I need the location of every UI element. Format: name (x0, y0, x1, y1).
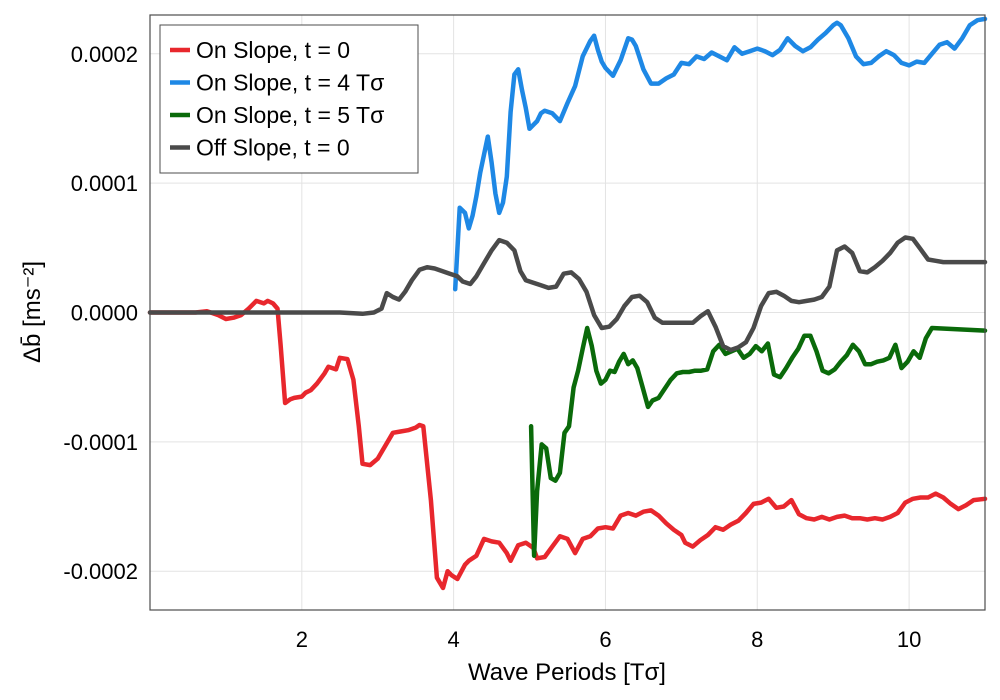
series-line-0 (147, 298, 988, 591)
series-line-1 (452, 16, 988, 292)
x-tick-label: 2 (296, 627, 308, 652)
y-tick-label: -0.0001 (63, 430, 138, 455)
x-axis-tick-labels: 2 4 6 8 10 (296, 627, 922, 652)
y-tick-label: -0.0002 (63, 559, 138, 584)
series-line-3 (147, 235, 988, 353)
legend-label-1: On Slope, t = 4 Tσ (196, 70, 384, 96)
x-tick-label: 4 (448, 627, 460, 652)
legend-label-3: Off Slope, t = 0 (196, 135, 350, 161)
y-tick-label: 0.0001 (71, 171, 138, 196)
series-lines (147, 16, 988, 591)
legend-label-0: On Slope, t = 0 (196, 37, 350, 63)
x-tick-label: 8 (751, 627, 763, 652)
y-axis-tick-labels: -0.0002 -0.0001 0.0000 0.0001 0.0002 (63, 42, 138, 584)
legend-label-2: On Slope, t = 5 Tσ (196, 102, 384, 128)
x-tick-label: 10 (897, 627, 921, 652)
legend: On Slope, t = 0 On Slope, t = 4 Tσ On Slop… (159, 24, 419, 174)
plot-frame (149, 14, 986, 611)
y-axis-label: Δb̄ [ms⁻²] (19, 261, 46, 363)
x-axis-label: Wave Periods [Tσ] (468, 659, 666, 686)
x-tick-label: 6 (599, 627, 611, 652)
y-tick-label: 0.0002 (71, 42, 138, 67)
y-tick-label: 0.0000 (71, 301, 138, 326)
legend-box (159, 24, 419, 174)
series-line-2 (528, 325, 988, 558)
